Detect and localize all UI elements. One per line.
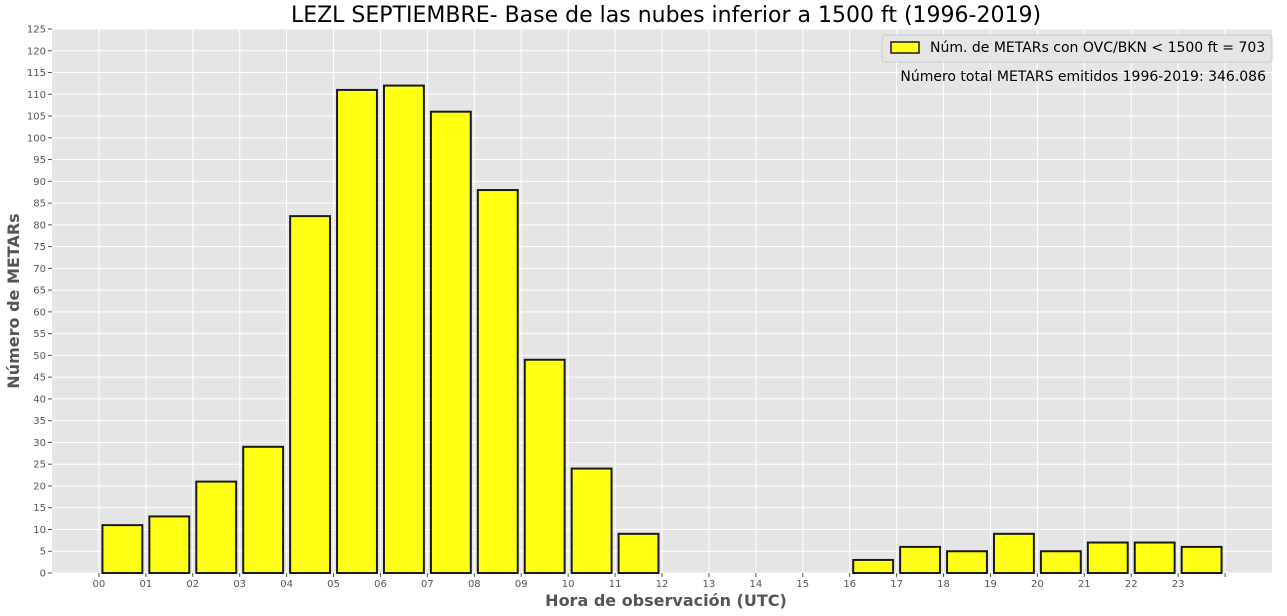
- y-tick-label: 95: [33, 155, 46, 166]
- legend-swatch: [890, 41, 920, 54]
- x-tick-label: 03: [233, 579, 246, 590]
- bar-03: [242, 445, 285, 574]
- bar-00: [101, 524, 144, 574]
- y-axis-title: Número de METARs: [4, 213, 23, 388]
- y-tick-label: 65: [33, 286, 46, 297]
- x-tick-label: 12: [656, 579, 669, 590]
- x-tick-label: 07: [421, 579, 434, 590]
- bar-07: [429, 110, 472, 575]
- y-tick-label: 85: [33, 199, 46, 210]
- y-tick-label: 60: [33, 307, 46, 318]
- y-tick-label: 70: [33, 264, 46, 275]
- y-tick-label: 20: [33, 481, 46, 492]
- y-tick-label: 25: [33, 460, 46, 471]
- x-tick-label: 17: [890, 579, 903, 590]
- y-tick-label: 90: [33, 177, 46, 188]
- bar-22: [1133, 541, 1176, 575]
- bar-06: [382, 84, 425, 575]
- bar-08: [476, 189, 519, 575]
- x-tick-label: 23: [1172, 579, 1185, 590]
- y-tick-label: 40: [33, 394, 46, 405]
- bar-18: [946, 550, 988, 574]
- x-axis-ticks: 00 01 02 03 04 05 06 07 08 09 10 11 12 13 14 15 16 17 18 19…: [93, 573, 1226, 590]
- x-tick-label: 01: [139, 579, 152, 590]
- bars: [101, 84, 1223, 575]
- x-tick-label: 15: [796, 579, 809, 590]
- x-tick-label: 20: [1031, 579, 1044, 590]
- y-tick-label: 125: [27, 25, 46, 36]
- chart-title: LEZL SEPTIEMBRE- Base de las nubes infer…: [291, 3, 1041, 28]
- bar-05: [336, 88, 378, 574]
- bar-04: [289, 215, 332, 575]
- x-tick-label: 18: [937, 579, 950, 590]
- legend-label: Núm. de METARs con OVC/BKN < 1500 ft = 7…: [930, 40, 1265, 56]
- y-tick-label: 45: [33, 373, 46, 384]
- y-tick-label: 55: [33, 329, 46, 340]
- bar-17: [899, 545, 942, 574]
- y-tick-label: 105: [27, 112, 46, 123]
- bar-01: [148, 515, 191, 575]
- bar-23: [1180, 545, 1223, 574]
- x-tick-label: 13: [703, 579, 716, 590]
- y-axis-ticks: 0 5 10 15 20 25 30 35 40 45 50 55 60 65 70 75 80 85 90 95 10…: [27, 25, 52, 580]
- x-tick-label: 10: [562, 579, 575, 590]
- bar-10: [570, 467, 613, 574]
- bar-21: [1086, 541, 1129, 575]
- y-tick-label: 120: [27, 46, 46, 57]
- bar-20: [1039, 550, 1082, 574]
- x-tick-label: 00: [93, 579, 106, 590]
- x-tick-label: 09: [515, 579, 528, 590]
- y-tick-label: 80: [33, 220, 46, 231]
- x-tick-label: 16: [843, 579, 856, 590]
- y-tick-label: 30: [33, 438, 46, 449]
- y-tick-label: 110: [27, 90, 46, 101]
- legend: Núm. de METARs con OVC/BKN < 1500 ft = 7…: [881, 34, 1273, 63]
- y-tick-label: 75: [33, 242, 46, 253]
- x-axis-title: Hora de observación (UTC): [545, 591, 787, 610]
- x-tick-label: 22: [1125, 579, 1138, 590]
- bar-16: [852, 558, 895, 574]
- bar-19: [992, 532, 1035, 574]
- y-tick-label: 50: [33, 351, 46, 362]
- x-tick-label: 14: [749, 579, 762, 590]
- x-tick-label: 02: [186, 579, 199, 590]
- x-tick-label: 11: [609, 579, 622, 590]
- y-tick-label: 115: [27, 68, 46, 79]
- x-tick-label: 04: [280, 579, 293, 590]
- legend-frame: [881, 34, 1273, 63]
- x-tick-label: 21: [1078, 579, 1091, 590]
- y-tick-label: 10: [33, 525, 46, 536]
- bar-11: [617, 532, 660, 574]
- y-tick-label: 35: [33, 416, 46, 427]
- bar-02: [195, 480, 238, 574]
- x-tick-label: 19: [984, 579, 997, 590]
- y-tick-label: 5: [40, 547, 46, 558]
- x-tick-label: 08: [468, 579, 481, 590]
- bar-09: [523, 358, 566, 575]
- x-tick-label: 06: [374, 579, 387, 590]
- y-tick-label: 15: [33, 503, 46, 514]
- total-metars-annotation: Número total METARS emitidos 1996-2019: …: [900, 69, 1266, 85]
- x-tick-label: 05: [327, 579, 340, 590]
- y-tick-label: 100: [27, 133, 46, 144]
- y-tick-label: 0: [40, 569, 46, 580]
